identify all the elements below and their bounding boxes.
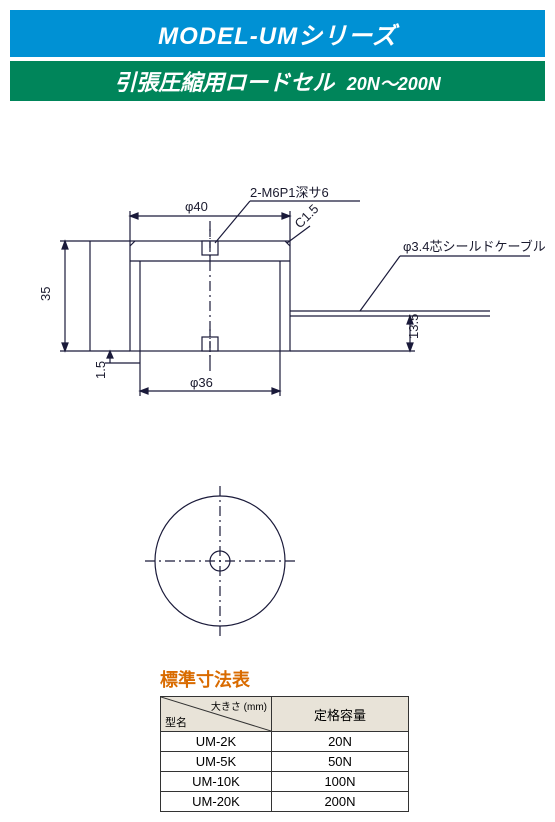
table-row: UM-5K 50N xyxy=(161,752,409,772)
spec-header-diag: 大きさ (mm) 型名 xyxy=(161,697,272,732)
cell-model: UM-5K xyxy=(161,752,272,772)
cell-capacity: 20N xyxy=(272,732,409,752)
side-view-diagram: 2-M6P1深サ6 φ40 C1.5 φ3.4芯シールドケーブル 35 13.5… xyxy=(10,111,545,471)
bottom-circle-view xyxy=(130,481,545,646)
header-blue-bar: MODEL-UMシリーズ xyxy=(10,10,545,57)
label-top-thread: 2-M6P1深サ6 xyxy=(250,185,329,200)
table-row: UM-20K 200N xyxy=(161,792,409,812)
cell-model: UM-2K xyxy=(161,732,272,752)
header-green-sub: 20N～200N xyxy=(347,74,441,94)
label-15: 1.5 xyxy=(93,361,108,379)
label-phi36: φ36 xyxy=(190,375,213,390)
label-cable: φ3.4芯シールドケーブル xyxy=(403,239,545,254)
spec-header-size: 大きさ (mm) xyxy=(211,698,267,713)
table-row: UM-10K 100N xyxy=(161,772,409,792)
spec-table: 大きさ (mm) 型名 定格容量 UM-2K 20N UM-5K 50N UM-… xyxy=(160,696,409,812)
cell-model: UM-10K xyxy=(161,772,272,792)
header-green-bar: 引張圧縮用ロードセル 20N～200N xyxy=(10,61,545,101)
spec-table-title: 標準寸法表 xyxy=(160,666,545,692)
label-phi40: φ40 xyxy=(185,199,208,214)
spec-header-capacity: 定格容量 xyxy=(272,697,409,732)
label-h35: 35 xyxy=(38,287,53,301)
cell-capacity: 200N xyxy=(272,792,409,812)
header-green-main: 引張圧縮用ロードセル xyxy=(114,70,334,95)
spec-header-model: 型名 xyxy=(165,714,187,730)
label-c15: C1.5 xyxy=(292,201,322,231)
spec-table-section: 標準寸法表 大きさ (mm) 型名 定格容量 UM-2K 20N UM-5K 5… xyxy=(160,666,545,812)
cell-model: UM-20K xyxy=(161,792,272,812)
cell-capacity: 100N xyxy=(272,772,409,792)
cell-capacity: 50N xyxy=(272,752,409,772)
table-row: UM-2K 20N xyxy=(161,732,409,752)
header-blue-title: MODEL-UMシリーズ xyxy=(158,23,397,50)
label-135: 13.5 xyxy=(406,314,421,339)
